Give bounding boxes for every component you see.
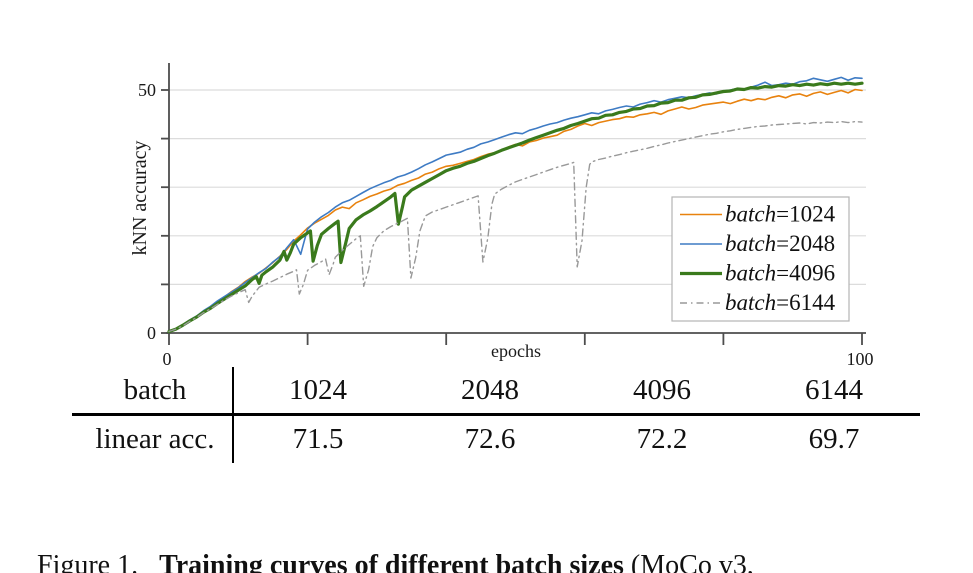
- table-rule: [72, 413, 920, 416]
- legend-label-batch-4096: batch=4096: [725, 261, 835, 286]
- chart-legend: batch=1024 batch=2048 batch=4096 batch=6144: [671, 196, 850, 322]
- caption-segment: Figure 1.: [37, 550, 160, 573]
- series-line-batch-4096: [167, 81, 864, 334]
- legend-label-batch-1024: batch=1024: [725, 202, 836, 227]
- legend-box: [671, 196, 850, 322]
- table-cell-linear-acc: 71.5: [292, 423, 344, 455]
- figure-caption: Figure 1. Training curves of different b…: [37, 466, 967, 573]
- table-header-batch: batch: [123, 374, 187, 406]
- table-cell-linear-acc: 69.7: [808, 423, 860, 455]
- x-tick-label-0: 0: [163, 349, 172, 369]
- x-tick-label-100: 100: [847, 349, 874, 369]
- linear-accuracy-table: batch 1024 2048 4096 6144 linear acc. 71.5 7…: [60, 367, 932, 463]
- series-line-batch-6144: [168, 120, 863, 333]
- table-row-batch: batch 1024 2048 4096 6144: [60, 367, 932, 414]
- y-tick-label-0: 0: [147, 323, 156, 343]
- x-axis-title: epochs: [491, 341, 541, 361]
- chart-axes: 0 50 0 100 epochs kNN accuracy: [129, 63, 874, 369]
- caption-line-1: Figure 1. Training curves of different b…: [37, 546, 967, 573]
- table-cell-batch-size: 4096: [633, 374, 691, 406]
- table-divider: [232, 367, 234, 463]
- y-axis-title: kNN accuracy: [129, 141, 151, 256]
- table-header-linear-acc: linear acc.: [95, 423, 215, 455]
- table-cell-batch-size: 6144: [805, 374, 863, 406]
- legend-label-batch-6144: batch=6144: [725, 290, 836, 315]
- caption-segment: (MoCo v3,: [623, 550, 754, 573]
- chart-series: [167, 76, 864, 334]
- table-cell-linear-acc: 72.6: [464, 423, 516, 455]
- table-cell-linear-acc: 72.2: [636, 423, 688, 455]
- y-tick-label-50: 50: [138, 80, 156, 100]
- table-row-linear-acc: linear acc. 71.5 72.6 72.2 69.7: [60, 416, 932, 463]
- table-batch-values: 1024 2048 4096 6144: [232, 374, 920, 407]
- caption-segment: Training curves of different batch sizes: [159, 550, 624, 573]
- table-cell-batch-size: 1024: [289, 374, 347, 406]
- legend-label-batch-2048: batch=2048: [725, 231, 835, 256]
- table-cell-batch-size: 2048: [461, 374, 519, 406]
- table-linear-acc-values: 71.5 72.6 72.2 69.7: [232, 423, 920, 456]
